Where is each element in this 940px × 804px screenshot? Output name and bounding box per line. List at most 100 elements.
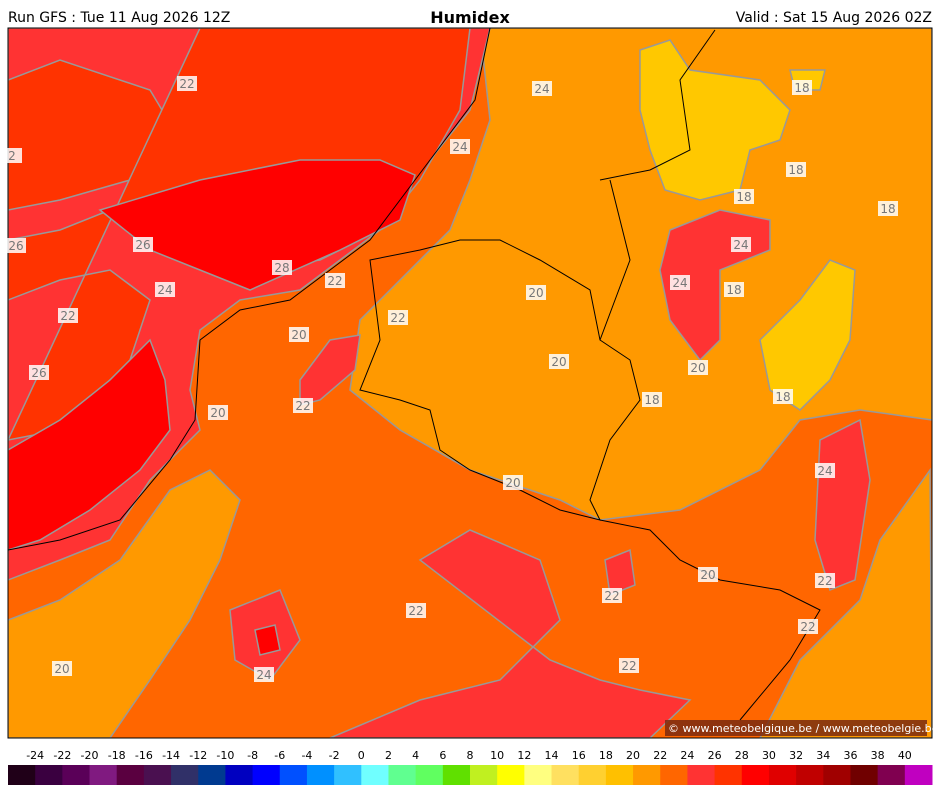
legend-tick-label: 6 xyxy=(439,749,446,762)
contour-label: 18 xyxy=(726,283,741,297)
contour-label: 22 xyxy=(817,574,832,588)
copyright-box xyxy=(665,720,927,736)
contour-label: 20 xyxy=(505,476,520,490)
legend-swatch xyxy=(687,765,716,785)
contour-label-box xyxy=(526,285,546,300)
legend-tick-label: 10 xyxy=(490,749,504,762)
contour-label: 24 xyxy=(157,283,172,297)
contour-label: 24 xyxy=(733,238,748,252)
contour-label-box xyxy=(642,392,662,407)
legend-tick-label: 30 xyxy=(762,749,776,762)
legend-tick-label: -18 xyxy=(108,749,126,762)
map-area xyxy=(8,28,932,738)
contour-label-box xyxy=(29,365,49,380)
legend: -24 -22 -20 -18 -16 -14 -12 -10 -8 -6 -4 -2 0 2 4 6 8 10 1… xyxy=(8,749,933,785)
contour-label: 22 xyxy=(327,274,342,288)
contour-label: 28 xyxy=(274,261,289,275)
contour-label-box xyxy=(503,475,523,490)
legend-swatch xyxy=(796,765,824,785)
legend-swatch xyxy=(850,765,879,785)
legend-swatch xyxy=(116,765,145,785)
contour-label: 20 xyxy=(528,286,543,300)
legend-swatch xyxy=(551,765,580,785)
legend-swatch xyxy=(578,765,607,785)
map-frame xyxy=(7,27,933,739)
legend-tick-label: 2 xyxy=(385,749,392,762)
legend-swatch xyxy=(497,765,525,785)
contour-label-box xyxy=(815,573,835,588)
legend-swatch xyxy=(442,765,471,785)
contour-label: 22 xyxy=(390,311,405,325)
legend-swatch xyxy=(877,765,906,785)
legend-swatch xyxy=(714,765,743,785)
legend-tick-label: 0 xyxy=(358,749,365,762)
legend-tick-label: 18 xyxy=(599,749,613,762)
contour-label: 22 xyxy=(800,620,815,634)
legend-swatch xyxy=(660,765,688,785)
contour-label: 22 xyxy=(604,589,619,603)
contour-label-box xyxy=(450,139,470,154)
contour-label-box xyxy=(815,463,835,478)
legend-tick-label: -6 xyxy=(274,749,285,762)
contour-label-box xyxy=(133,237,153,252)
legend-tick-label: -20 xyxy=(81,749,99,762)
legend-tick-label: -24 xyxy=(26,749,44,762)
contour-label: 24 xyxy=(256,668,271,682)
legend-tick-label: -8 xyxy=(247,749,258,762)
contour-label-box xyxy=(731,237,751,252)
legend-tick-label: 4 xyxy=(412,749,419,762)
legend-tick-label: 32 xyxy=(789,749,803,762)
contour-label-box xyxy=(878,201,898,216)
contour-label: 20 xyxy=(54,662,69,676)
contour-label-box xyxy=(698,567,718,582)
contour-label: 22 xyxy=(60,309,75,323)
contour-label-box xyxy=(724,282,744,297)
contour-label-box xyxy=(388,310,408,325)
contour-label: 26 xyxy=(135,238,150,252)
contour-label: 20 xyxy=(700,568,715,582)
legend-swatch xyxy=(198,765,226,785)
legend-swatch xyxy=(8,765,36,785)
contour-label: 22 xyxy=(179,77,194,91)
legend-tick-label: 40 xyxy=(898,749,912,762)
legend-swatch xyxy=(171,765,199,785)
contour-label-box xyxy=(549,354,569,369)
legend-tick-label: -10 xyxy=(216,749,234,762)
legend-tick-label: -12 xyxy=(189,749,207,762)
legend-tick-label: -16 xyxy=(135,749,153,762)
contour-label: 24 xyxy=(452,140,467,154)
contour-label-box xyxy=(670,275,690,290)
contour-label-box xyxy=(289,327,309,342)
legend-tick-label: 12 xyxy=(517,749,531,762)
contour-label-box xyxy=(325,273,345,288)
legend-swatch xyxy=(306,765,335,785)
contour-label: 18 xyxy=(880,202,895,216)
legend-swatch xyxy=(35,765,63,785)
legend-swatch xyxy=(768,765,797,785)
legend-tick-label: 14 xyxy=(545,749,559,762)
legend-tick-label: 36 xyxy=(843,749,857,762)
contour-label-box xyxy=(688,360,708,375)
legend-swatch xyxy=(62,765,91,785)
copyright: © www.meteobelgique.be / www.meteobelgie… xyxy=(668,722,939,735)
legend-swatch xyxy=(415,765,444,785)
legend-tick-label: 20 xyxy=(626,749,640,762)
legend-tick-label: -4 xyxy=(301,749,312,762)
contour-label: 18 xyxy=(736,190,751,204)
legend-swatch xyxy=(143,765,172,785)
legend-swatch xyxy=(361,765,389,785)
contour-label-box xyxy=(6,238,26,253)
contour-label: 26 xyxy=(31,366,46,380)
legend-swatch xyxy=(252,765,281,785)
run-label: Run GFS : Tue 11 Aug 2026 12Z xyxy=(8,10,230,26)
contour-label-box xyxy=(155,282,175,297)
legend-swatch xyxy=(334,765,362,785)
contour-label-box xyxy=(734,189,754,204)
legend-swatch xyxy=(388,765,417,785)
contour-label-box xyxy=(52,661,72,676)
legend-swatch xyxy=(279,765,308,785)
contour-label-box xyxy=(602,588,622,603)
contour-label: 2 xyxy=(8,149,16,163)
contour-label-box xyxy=(406,603,426,618)
